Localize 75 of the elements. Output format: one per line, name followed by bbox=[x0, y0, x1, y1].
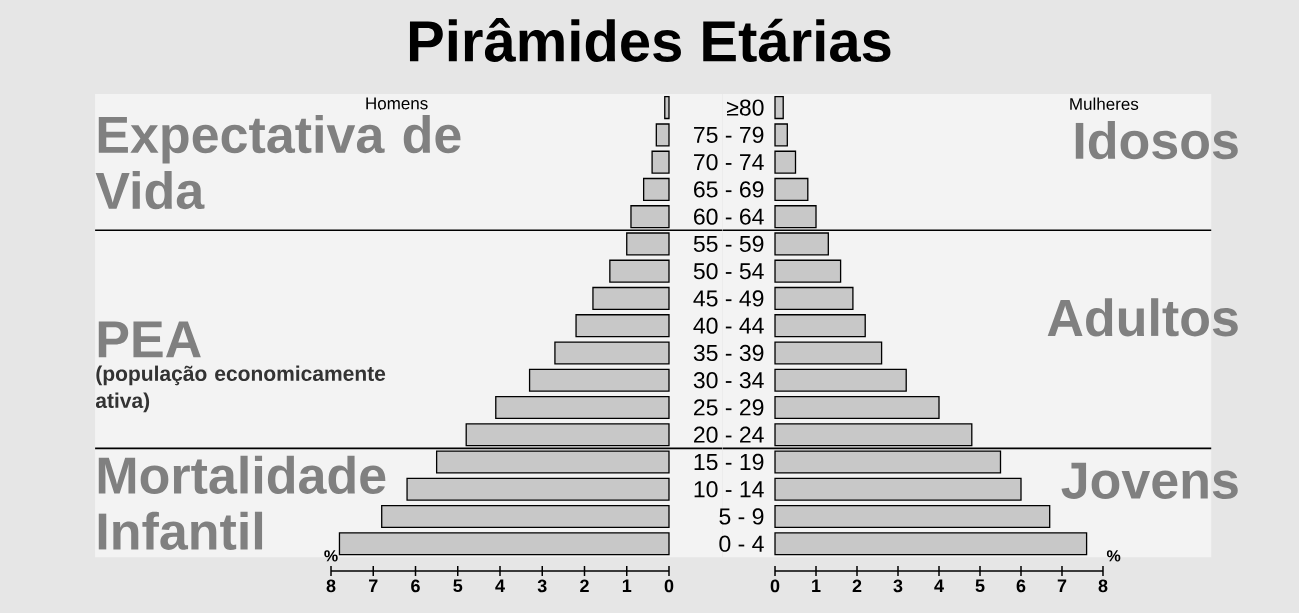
bar bbox=[651, 150, 670, 174]
bar bbox=[774, 341, 883, 365]
x-tick-label: 7 bbox=[369, 579, 378, 592]
bar bbox=[528, 368, 670, 392]
x-tick-label: 7 bbox=[1057, 579, 1067, 592]
bar bbox=[495, 395, 670, 419]
y-tick-label: 35 - 39 bbox=[693, 344, 764, 362]
band-label: Idosos bbox=[1075, 121, 1238, 160]
x-tick-label: 4 bbox=[495, 579, 505, 592]
x-tick-label: 5 bbox=[453, 579, 463, 593]
bar bbox=[381, 504, 670, 529]
bar bbox=[655, 123, 670, 147]
x-tick-label: 1 bbox=[812, 579, 821, 592]
y-tick-label: 60 - 64 bbox=[694, 208, 764, 225]
y-tick-label: 70 - 74 bbox=[694, 153, 764, 171]
bar bbox=[609, 259, 670, 283]
y-tick-label: 65 - 69 bbox=[694, 181, 764, 198]
x-axis-title: % bbox=[1106, 550, 1121, 562]
bar bbox=[774, 532, 1088, 556]
bar bbox=[774, 259, 842, 283]
text: Homens bbox=[366, 97, 428, 110]
bar bbox=[338, 532, 670, 556]
y-tick-label: 0 - 4 bbox=[719, 535, 764, 552]
bar bbox=[774, 123, 788, 147]
y-tick-label: 50 - 54 bbox=[693, 263, 764, 280]
x-tick-label: 2 bbox=[852, 579, 862, 593]
y-tick-label: 5 - 9 bbox=[719, 508, 764, 525]
band-label: Jovens bbox=[1061, 462, 1238, 499]
bar bbox=[774, 423, 973, 447]
bar bbox=[554, 341, 670, 365]
x-tick-label: 5 bbox=[975, 579, 985, 593]
band-label: Adultos bbox=[1047, 298, 1238, 337]
x-tick-label: 3 bbox=[537, 579, 547, 593]
y-tick-label: 45 - 49 bbox=[693, 290, 764, 307]
x-tick-label: 2 bbox=[580, 579, 589, 593]
y-tick-label: 25 - 29 bbox=[694, 399, 764, 416]
chart-title: Pirâmides Etárias bbox=[409, 18, 891, 62]
x-tick-label: 6 bbox=[1016, 579, 1026, 593]
y-tick-label: 10 - 14 bbox=[694, 481, 764, 498]
y-tick-label: 15 - 19 bbox=[694, 453, 764, 471]
x-tick-label: 3 bbox=[893, 579, 903, 593]
y-tick-label: 20 - 24 bbox=[694, 426, 764, 443]
bar bbox=[406, 477, 670, 501]
bar bbox=[774, 395, 940, 419]
x-tick-label: 6 bbox=[411, 579, 420, 593]
bar bbox=[465, 423, 670, 447]
bar bbox=[774, 368, 907, 392]
band-label: Mortalidade Infantil bbox=[98, 455, 386, 550]
x-tick-label: 8 bbox=[1098, 579, 1108, 593]
band-label: Expectativa de Vida bbox=[95, 115, 461, 210]
y-tick-label: 75 - 79 bbox=[694, 126, 764, 144]
x-tick-label: 1 bbox=[622, 579, 632, 592]
band-label: PEA bbox=[98, 321, 201, 358]
x-tick-label: 0 bbox=[664, 579, 674, 593]
text: Mulheres bbox=[1070, 97, 1139, 111]
bar bbox=[774, 177, 809, 201]
y-tick-label: ≥80 bbox=[727, 99, 764, 116]
bar bbox=[592, 286, 670, 310]
x-axis-title: % bbox=[324, 550, 338, 562]
x-tick-label: 4 bbox=[934, 579, 944, 592]
bar bbox=[664, 96, 670, 120]
x-tick-label: 0 bbox=[770, 579, 780, 593]
annotation: (população economicamente ativa) bbox=[95, 365, 386, 413]
bar bbox=[575, 314, 670, 338]
bar bbox=[643, 177, 670, 201]
y-tick-label: 40 - 44 bbox=[693, 317, 764, 334]
y-tick-label: 30 - 34 bbox=[693, 372, 764, 389]
bar bbox=[774, 477, 1022, 501]
bar bbox=[774, 96, 784, 120]
bar bbox=[774, 504, 1051, 529]
y-tick-label: 55 - 59 bbox=[693, 235, 764, 253]
bar bbox=[774, 286, 854, 310]
x-tick-label: 8 bbox=[326, 579, 336, 593]
bar bbox=[774, 314, 866, 338]
bar bbox=[774, 150, 797, 174]
